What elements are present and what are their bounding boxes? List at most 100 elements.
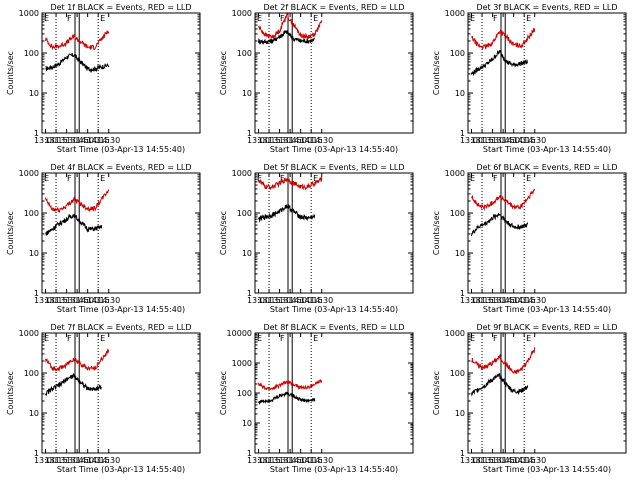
x-axis-label: Start Time (03-Apr-13 14:55:40) [57,465,185,474]
plot-frame [254,172,414,294]
x-tick-label: 13:45 [66,296,89,305]
y-tick-label: 100 [450,209,465,218]
x-tick-label: 14:00 [76,296,99,305]
marker-e-label: E [100,14,105,23]
marker-e-label: E [526,14,531,23]
lld-series-line [471,188,536,212]
marker-f-label: F [280,174,285,183]
x-tick-label: 14:00 [502,136,525,145]
x-tick-label: 13:00 [460,456,483,465]
x-axis-label: Start Time (03-Apr-13 14:55:40) [57,305,185,314]
x-tick-label: 14:30 [97,136,120,145]
y-axis-label: Counts/sec [219,371,228,415]
x-tick-label: 13:45 [279,456,302,465]
marker-f-label: F [280,14,285,23]
x-axis-label: Start Time (03-Apr-13 14:55:40) [483,305,611,314]
panel-6: Det 6f BLACK = Events, RED = LLD 1 10 100 10… [432,163,627,314]
y-tick-label: 1000 [445,9,465,18]
x-tick-label: 13:45 [492,296,515,305]
x-tick-label: 13:45 [279,136,302,145]
x-tick-label: 14:30 [97,456,120,465]
panel-4: Det 4f BLACK = Events, RED = LLD 1 10 100 10… [6,163,201,314]
panel-7: Det 7f BLACK = Events, RED = LLD 1 10 100 10… [6,323,201,474]
x-axis-label: Start Time (03-Apr-13 14:55:40) [57,145,185,154]
x-tick-label: 13:00 [460,136,483,145]
y-tick-label: 1000 [445,329,465,338]
y-tick-label: 1 [460,449,465,458]
x-axis-label: Start Time (03-Apr-13 14:55:40) [483,465,611,474]
x-tick-label: 14:15 [300,136,323,145]
x-tick-label: 14:00 [502,456,525,465]
x-tick-label: 13:30 [481,456,504,465]
marker-f-label: F [493,174,498,183]
x-axis-label: Start Time (03-Apr-13 14:55:40) [270,305,398,314]
x-tick-label: 13:00 [247,136,270,145]
y-tick-label: 1 [247,129,252,138]
y-tick-label: 100 [24,369,39,378]
x-tick-label: 14:15 [300,456,323,465]
x-tick-label: 14:30 [310,136,333,145]
y-tick-label: 10 [455,249,465,258]
y-tick-label: 1000 [232,9,252,18]
x-tick-label: 14:15 [513,456,536,465]
x-tick-label: 14:30 [523,136,546,145]
x-tick-label: 13:00 [34,296,57,305]
marker-f-label: F [67,14,72,23]
plot-frame [254,332,414,454]
y-tick-label: 100 [24,209,39,218]
x-tick-label: 13:15 [258,296,281,305]
x-tick-label: 13:15 [258,136,281,145]
x-tick-label: 14:30 [523,296,546,305]
events-series-line [471,49,529,77]
marker-e-label: E [44,334,49,343]
x-tick-label: 14:00 [289,456,312,465]
x-tick-label: 13:15 [45,456,68,465]
x-tick-label: 13:30 [268,136,291,145]
panel-title: Det 6f BLACK = Events, RED = LLD [476,163,617,172]
lld-series-line [471,347,536,374]
y-axis-label: Counts/sec [6,211,15,255]
x-tick-label: 13:00 [247,456,270,465]
y-tick-label: 10 [29,89,39,98]
y-tick-label: 1 [247,449,252,458]
panel-title: Det 3f BLACK = Events, RED = LLD [476,3,617,12]
y-axis-label: Counts/sec [219,211,228,255]
events-series-line [258,203,316,223]
x-axis-label: Start Time (03-Apr-13 14:55:40) [270,145,398,154]
y-tick-label: 1000 [19,329,39,338]
lld-series-line [471,28,536,50]
x-tick-label: 14:00 [76,136,99,145]
x-axis-label: Start Time (03-Apr-13 14:55:40) [270,465,398,474]
plot-frame [467,12,627,134]
y-tick-label: 10 [29,249,39,258]
y-axis-label: Counts/sec [6,371,15,415]
y-axis-label: Counts/sec [6,51,15,95]
x-tick-label: 13:45 [66,136,89,145]
panel-title: Det 7f BLACK = Events, RED = LLD [50,323,191,332]
marker-e-label: E [470,174,475,183]
panel-title: Det 2f BLACK = Events, RED = LLD [263,3,404,12]
marker-f-label: F [280,334,285,343]
x-tick-label: 13:45 [492,456,515,465]
x-tick-label: 13:00 [247,296,270,305]
panel-title: Det 1f BLACK = Events, RED = LLD [50,3,191,12]
y-tick-label: 100 [237,389,252,398]
x-tick-label: 14:00 [289,296,312,305]
events-series-line [471,373,529,397]
events-series-line [258,391,316,405]
x-tick-label: 14:15 [300,296,323,305]
x-tick-label: 14:30 [97,296,120,305]
x-tick-label: 14:00 [76,456,99,465]
plot-frame [467,332,627,454]
x-tick-label: 14:30 [310,456,333,465]
x-tick-label: 14:00 [289,136,312,145]
lld-series-line [45,188,110,214]
y-axis-label: Counts/sec [432,211,441,255]
panel-8: Det 8f BLACK = Events, RED = LLD 1 10 100 10… [219,323,414,474]
x-tick-label: 14:15 [513,136,536,145]
events-series-line [471,212,529,237]
x-tick-label: 14:15 [87,136,110,145]
x-tick-label: 14:00 [502,296,525,305]
x-tick-label: 13:30 [481,136,504,145]
y-tick-label: 1 [34,289,39,298]
